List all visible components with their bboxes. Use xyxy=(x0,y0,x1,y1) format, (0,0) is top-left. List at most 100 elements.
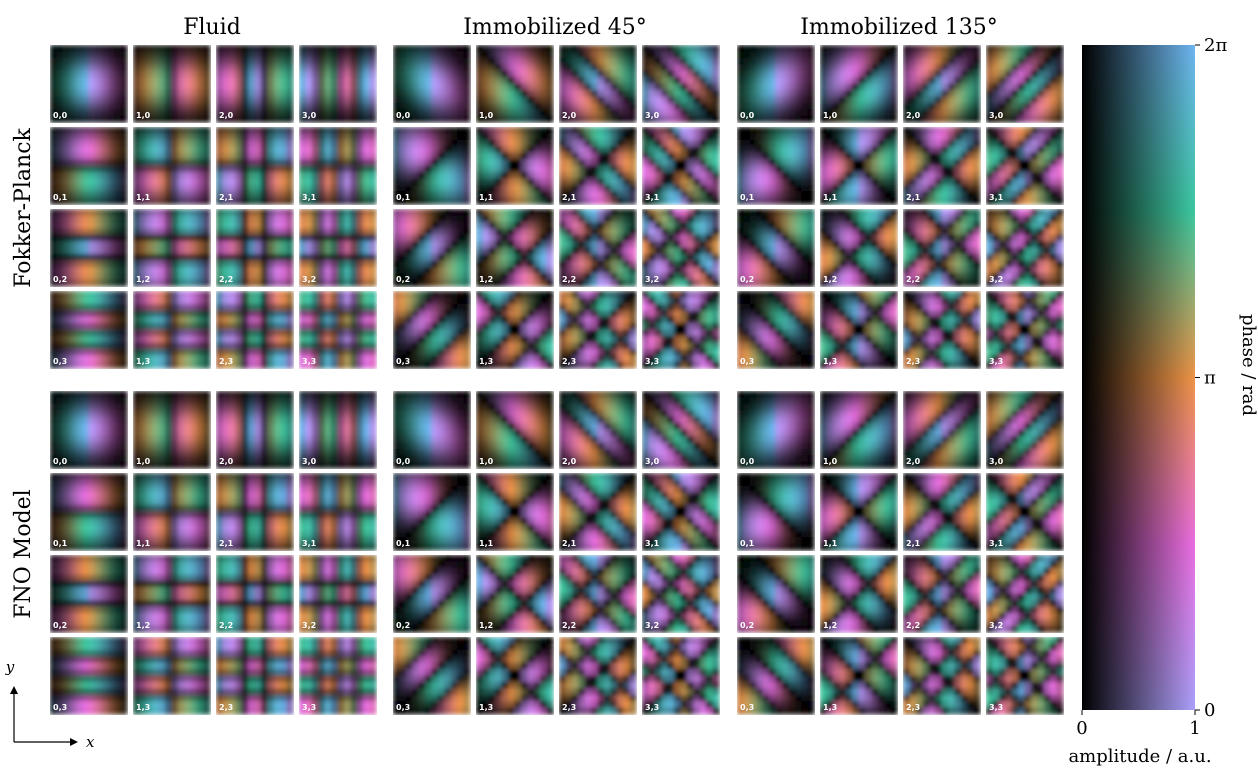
pixel xyxy=(178,159,185,166)
pixel xyxy=(642,45,649,52)
pixel xyxy=(610,260,617,267)
pixel xyxy=(393,291,400,298)
pixel xyxy=(197,291,204,298)
pixel xyxy=(344,342,351,349)
pixel xyxy=(312,342,319,349)
pixel xyxy=(350,58,357,65)
pixel xyxy=(305,185,312,192)
pixel xyxy=(197,159,204,166)
pixel xyxy=(559,297,566,304)
pixel xyxy=(344,191,351,198)
pixel xyxy=(261,273,268,280)
pixel xyxy=(540,280,547,287)
pixel xyxy=(884,109,891,116)
pixel xyxy=(674,267,681,274)
pixel xyxy=(515,362,522,369)
pixel xyxy=(508,71,515,78)
pixel xyxy=(152,355,159,362)
pixel xyxy=(139,317,146,324)
pixel xyxy=(63,267,70,274)
pixel xyxy=(432,228,439,235)
pixel xyxy=(668,45,675,52)
pixel xyxy=(172,51,179,58)
pixel xyxy=(305,317,312,324)
pixel xyxy=(82,153,89,160)
pixel xyxy=(159,109,166,116)
pixel xyxy=(700,153,707,160)
pixel xyxy=(56,291,63,298)
pixel xyxy=(312,77,319,84)
pixel xyxy=(674,116,681,123)
pixel xyxy=(274,127,281,134)
pixel xyxy=(89,317,96,324)
pixel xyxy=(406,140,413,147)
pixel xyxy=(312,153,319,160)
pixel xyxy=(457,71,464,78)
pixel xyxy=(89,260,96,267)
pixel xyxy=(451,355,458,362)
pixel xyxy=(363,355,370,362)
pixel xyxy=(152,304,159,311)
pixel xyxy=(139,71,146,78)
pixel xyxy=(344,103,351,110)
pixel xyxy=(521,96,528,103)
pixel xyxy=(495,84,502,91)
pixel xyxy=(591,248,598,255)
pixel xyxy=(681,304,688,311)
pixel xyxy=(267,310,274,317)
pixel xyxy=(216,248,223,255)
tile-label: 3,0 xyxy=(302,111,317,120)
pixel xyxy=(801,51,808,58)
pixel xyxy=(172,140,179,147)
pixel xyxy=(312,127,319,134)
pixel xyxy=(457,323,464,330)
pixel xyxy=(280,71,287,78)
pixel xyxy=(534,133,541,140)
pixel xyxy=(172,133,179,140)
pixel xyxy=(495,96,502,103)
pixel xyxy=(305,297,312,304)
pixel xyxy=(95,172,102,179)
pixel xyxy=(357,90,364,97)
pixel xyxy=(191,310,198,317)
pixel xyxy=(101,127,108,134)
pixel xyxy=(419,291,426,298)
pixel xyxy=(476,71,483,78)
pixel xyxy=(598,342,605,349)
pixel xyxy=(95,185,102,192)
pixel xyxy=(165,133,172,140)
pixel xyxy=(350,241,357,248)
pixel xyxy=(242,222,249,229)
pixel xyxy=(248,241,255,248)
pixel xyxy=(331,178,338,185)
pixel xyxy=(693,146,700,153)
pixel xyxy=(305,235,312,242)
pixel xyxy=(255,198,262,205)
pixel xyxy=(839,45,846,52)
pixel xyxy=(146,77,153,84)
pixel xyxy=(527,336,534,343)
pixel xyxy=(363,96,370,103)
pixel xyxy=(782,109,789,116)
pixel xyxy=(713,222,720,229)
pixel xyxy=(76,159,83,166)
pixel xyxy=(178,209,185,216)
pixel xyxy=(406,317,413,324)
pixel xyxy=(648,317,655,324)
pixel xyxy=(344,317,351,324)
pixel xyxy=(591,280,598,287)
pixel xyxy=(350,228,357,235)
pixel xyxy=(419,71,426,78)
pixel xyxy=(406,310,413,317)
pixel xyxy=(216,64,223,71)
pixel xyxy=(617,362,624,369)
pixel xyxy=(139,159,146,166)
pixel xyxy=(274,228,281,235)
pixel xyxy=(344,355,351,362)
mode-tile: 0,2 xyxy=(393,209,471,287)
pixel xyxy=(668,297,675,304)
pixel xyxy=(216,304,223,311)
pixel xyxy=(312,336,319,343)
pixel xyxy=(425,51,432,58)
pixel xyxy=(159,77,166,84)
